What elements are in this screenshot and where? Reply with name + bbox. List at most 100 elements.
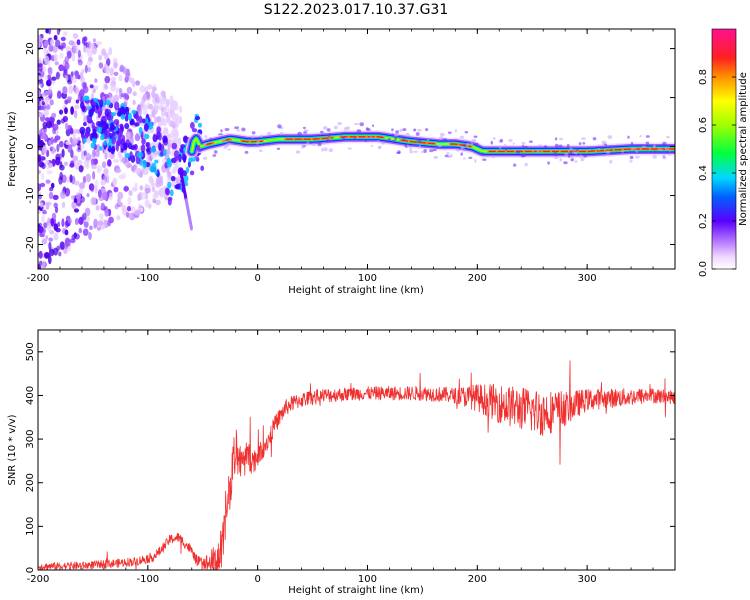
spectrogram-noise-blob [130, 137, 134, 145]
spectrogram-ridge-fuzz [341, 136, 346, 140]
spectrogram-ridge-blob [140, 144, 146, 153]
spectrogram-noise-blob [64, 56, 69, 65]
spectrogram-noise-blob [104, 209, 109, 217]
spectrogram-noise-blob [46, 89, 53, 96]
spectrogram-ridge-fuzz [524, 162, 528, 167]
snr-y-tick-label: 200 [25, 473, 36, 492]
spectrogram-ridge-fuzz [328, 148, 334, 153]
spectrogram-ridge-fuzz [504, 147, 508, 151]
spectrogram-noise-blob [68, 40, 75, 46]
spectrogram-ridge-fuzz [413, 128, 417, 132]
spectrogram-ridge-fuzz [420, 151, 424, 154]
spectrogram-ridge-blob [99, 146, 103, 151]
spectrogram-noise-blob [48, 248, 55, 257]
spectrogram-ridge-blob [143, 122, 149, 132]
spectrogram-noise-blob [110, 83, 116, 92]
spectrogram-noise-blob [57, 221, 61, 227]
spectrogram-noise-blob [121, 205, 127, 213]
spectrogram-noise-blob [82, 176, 87, 184]
spectrogram-noise-blob [81, 81, 87, 88]
spectrogram-ridge-fuzz [482, 158, 487, 161]
spectrogram-ridge-fuzz [547, 161, 550, 165]
spectrogram-x-tick-label: -200 [27, 273, 50, 284]
spectrogram-ridge-fuzz [334, 125, 338, 130]
snr-x-tick-label: 200 [468, 574, 487, 585]
spectrogram-noise-blob [56, 143, 60, 153]
spectrogram-ridge-fuzz [571, 151, 577, 154]
spectrogram-ridge-fuzz [604, 143, 608, 146]
spectrogram-noise-blob [130, 206, 136, 214]
spectrogram-noise-blob [50, 217, 55, 227]
spectrogram-noise-blob [126, 86, 133, 94]
spectrogram-ridge-fuzz [353, 137, 356, 141]
colorbar-frame [711, 28, 737, 270]
spectrogram-ridge-blob [90, 142, 96, 149]
spectrogram-ridge-fuzz [276, 147, 281, 150]
spectrogram-ridge-fuzz [204, 135, 208, 138]
spectrogram-ridge-fuzz [630, 141, 634, 145]
spectrogram-noise-blob [90, 197, 97, 206]
spectrogram-ridge-blob [85, 131, 90, 138]
spectrogram-ridge-blob [154, 170, 158, 175]
spectrogram-ridge-fuzz [607, 135, 613, 140]
spectrogram-ridge-blob [145, 142, 150, 148]
spectrogram-ridge-fuzz [372, 124, 375, 127]
snr-axes: -200 -100 0 100 200 300 0 100 200 300 400 500 [25, 330, 676, 585]
spectrogram-ridge-fuzz [446, 142, 450, 146]
spectrogram-noise-blob [62, 86, 68, 95]
spectrogram-noise-blob [41, 101, 46, 106]
spectrogram-noise-blob [66, 176, 70, 184]
spectrogram-noise-blob [38, 264, 42, 269]
spectrogram-ridge-fuzz [464, 131, 469, 134]
spectrogram-noise-blob [52, 127, 56, 135]
spectrogram-ridge-fuzz [220, 129, 223, 133]
spectrogram-ridge-blob [195, 156, 200, 162]
spectrogram-ridge-blob [134, 122, 140, 127]
spectrogram-noise-blob [165, 115, 171, 121]
spectrogram-ridge-blob [189, 170, 195, 176]
spectrogram-y-tick-label: -10 [25, 187, 36, 203]
spectrogram-noise-blob [38, 89, 41, 99]
spectrogram-noise-blob [165, 98, 170, 108]
spectrogram-noise-blob [108, 192, 113, 201]
spectrogram-noise-blob [132, 186, 138, 192]
spectrogram-ridge-fuzz [418, 144, 422, 149]
spectrogram-noise-blob [144, 187, 151, 194]
spectrogram-noise-blob [74, 160, 80, 168]
spectrogram-ridge-blob [164, 187, 169, 195]
spectrogram-ridge-blob [118, 134, 122, 140]
spectrogram-noise-blob [101, 191, 108, 201]
spectrogram-ridge-peak [488, 148, 675, 153]
spectrogram-ridge-fuzz [303, 131, 308, 134]
spectrogram-noise-blob [48, 139, 52, 146]
spectrogram-noise-blob [56, 29, 60, 36]
spectrogram-noise-blob [61, 201, 66, 208]
spectrogram-ridge-fuzz [395, 130, 399, 134]
spectrogram-y-tick-label: 20 [25, 42, 36, 55]
spectrogram-ridge-fuzz [456, 148, 460, 152]
colorbar-gradient [712, 29, 736, 269]
spectrogram-ridge-fuzz [221, 138, 226, 142]
spectrogram-noise-blob [166, 148, 171, 155]
spectrogram-ridge-fuzz [320, 130, 324, 134]
spectrogram-ridge-fuzz [515, 150, 521, 154]
spectrogram-noise-blob [60, 241, 65, 250]
spectrogram-noise-blob [73, 109, 78, 119]
spectrogram-ridge-fuzz [558, 144, 563, 148]
spectrogram-frame [37, 28, 676, 270]
spectrogram-ridge-blob [154, 159, 159, 164]
spectrogram-ridge-fuzz [520, 153, 525, 158]
spectrogram-noise-blob [38, 250, 43, 259]
spectrogram-ridge-blob [141, 138, 146, 145]
spectrogram-ridge-fuzz [337, 121, 342, 126]
spectrogram-noise-blob [42, 145, 47, 154]
spectrogram-noise-blob [116, 215, 121, 221]
spectrogram-noise-blob [41, 238, 48, 245]
spectrogram-ridge-fuzz [306, 141, 310, 145]
spectrogram-noise-blob [71, 52, 76, 62]
spectrogram-ridge-fuzz [227, 140, 232, 144]
spectrogram-noise-blob [76, 194, 81, 204]
spectrogram-noise-blob [85, 152, 92, 161]
spectrogram-ridge-fuzz [311, 143, 317, 146]
